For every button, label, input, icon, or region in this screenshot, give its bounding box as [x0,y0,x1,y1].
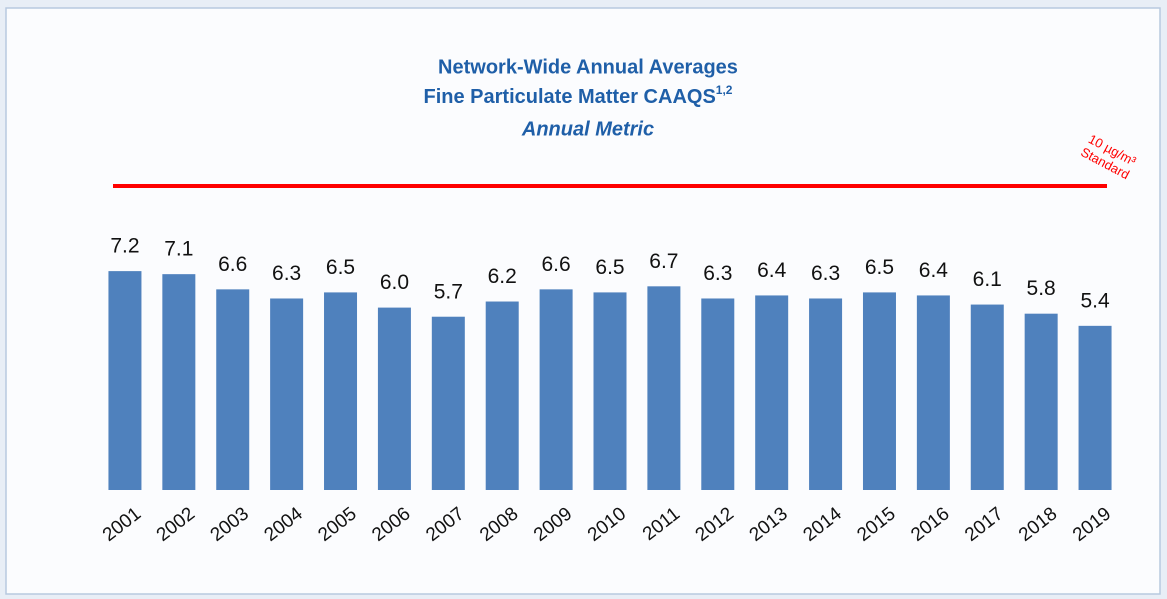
data-label: 5.8 [1027,277,1056,300]
data-label: 6.0 [380,271,409,294]
bar [593,292,627,490]
chart-title: Network-Wide Annual Averages [438,56,738,78]
data-label: 6.7 [649,250,678,273]
bar [431,316,465,490]
bar [162,274,196,490]
bar [377,307,411,490]
bar [862,292,896,490]
bar [485,301,519,490]
title-superscript: 1,2 [716,83,733,97]
bar [970,304,1004,490]
data-label: 6.5 [865,256,894,279]
bar [539,289,573,490]
data-label: 7.2 [110,235,139,258]
data-label: 6.5 [326,256,355,279]
bar [1024,313,1058,490]
data-label: 7.1 [164,238,193,261]
panel [5,7,1161,595]
data-label: 6.3 [703,262,732,285]
chart-title: Fine Particulate Matter CAAQS1,2 [424,83,733,108]
chart-title: Fine Particulate Matter CAAQS [424,86,716,108]
data-label: 6.5 [595,256,624,279]
data-label: 6.6 [542,253,571,276]
data-label: 6.2 [488,265,517,288]
bar [701,298,735,490]
bar [755,295,789,490]
bar [216,289,250,490]
data-label: 6.1 [973,268,1002,291]
bar [647,286,681,490]
bar [324,292,358,490]
bar [809,298,843,490]
data-label: 5.7 [434,280,463,303]
data-label: 6.3 [272,262,301,285]
data-label: 5.4 [1080,289,1110,312]
chart-subtitle: Annual Metric [521,118,654,140]
data-label: 6.4 [757,259,787,282]
bar [916,295,950,490]
data-label: 6.6 [218,253,247,276]
bar [1078,325,1112,490]
data-label: 6.3 [811,262,840,285]
bar [108,271,142,490]
bar [270,298,304,490]
data-label: 6.4 [919,259,949,282]
